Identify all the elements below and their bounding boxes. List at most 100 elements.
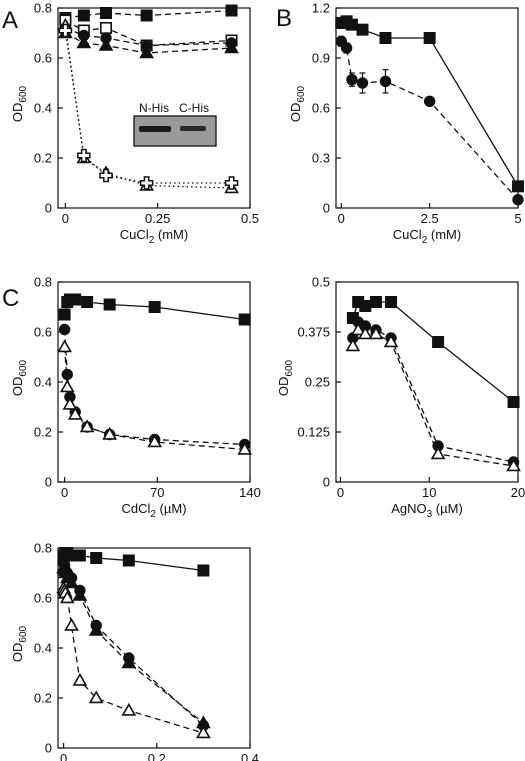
panel-C2: 0 10 20 0 0.125 0.25 0.375 0.5 AgNO3 (µM) OD600: [276, 275, 525, 521]
data-point: [432, 335, 445, 348]
x-axis-title-subscript: 3: [427, 509, 433, 520]
y-axis-title-subscript: 600: [18, 625, 29, 642]
x-tick-label: 140: [239, 485, 261, 500]
data-point: [237, 441, 253, 455]
y-axis-title: OD600: [276, 359, 295, 396]
data-point: [147, 434, 163, 448]
y-axis-title-subscript: 600: [284, 359, 295, 376]
y-tick-label: 0.5: [312, 275, 330, 290]
data-point: [122, 554, 135, 567]
series-0: [335, 15, 524, 193]
y-tick-label: 0.4: [34, 375, 52, 390]
data-point: [340, 42, 353, 54]
data-point: [511, 180, 524, 193]
data-point: [88, 690, 104, 704]
data-point: [430, 446, 446, 460]
x-tick-label: 0: [338, 211, 345, 226]
y-tick-label: 0.6: [34, 51, 52, 66]
data-point: [512, 193, 524, 206]
data-point: [506, 458, 521, 472]
data-point: [79, 419, 95, 433]
blot-lane-label: C-His: [179, 101, 209, 115]
panel-C3: 00.20.400.20.40.60.8ZnCl2 (mM)OD600: [10, 541, 259, 761]
data-point: [59, 590, 75, 604]
data-point: [346, 73, 358, 86]
x-tick-label: 10: [422, 485, 436, 500]
series-line: [340, 40, 519, 201]
y-axis-title: OD600: [10, 85, 29, 122]
panel-letter: B: [276, 5, 292, 32]
data-point: [58, 23, 73, 38]
y-axis-title-subscript: 600: [296, 85, 307, 102]
x-tick-label: 5: [514, 211, 521, 226]
data-point: [59, 379, 75, 393]
data-point: [196, 725, 211, 739]
y-tick-label: 0.375: [297, 325, 330, 340]
data-point: [121, 702, 137, 716]
panel-A: 0 0.25 0.5 0 0.2 0.4 0.6 0.8 CuCl2 (mM) OD600 A N-H…: [2, 1, 259, 247]
y-axis-title-text: OD: [10, 103, 25, 123]
data-point: [99, 168, 113, 183]
y-tick-label: 0.25: [305, 375, 330, 390]
data-point: [72, 672, 88, 686]
x-tick-label: 0.2: [148, 751, 166, 761]
y-tick-label: 0.3: [312, 151, 330, 166]
y-tick-label: 0.6: [34, 325, 52, 340]
data-point: [356, 23, 369, 36]
series-1: [57, 557, 210, 732]
y-tick-label: 0.4: [34, 101, 52, 116]
series-2: [345, 322, 521, 472]
y-axis-title: OD600: [10, 625, 29, 662]
x-tick-label: 0: [61, 485, 68, 500]
data-point: [369, 295, 382, 308]
x-axis-title-suffix: (µM): [432, 501, 463, 516]
inset-blot: N-His C-His: [133, 101, 217, 147]
y-tick-label: 0.125: [297, 425, 330, 440]
plot-frame: [57, 547, 251, 749]
data-point: [100, 7, 113, 19]
y-tick-label: 0.6: [312, 101, 330, 116]
data-point: [77, 148, 91, 163]
data-point: [148, 300, 161, 313]
x-axis-title-text: CdCl: [121, 501, 150, 516]
y-axis-title-text: OD: [10, 643, 25, 663]
data-point: [69, 293, 82, 306]
data-point: [356, 77, 369, 89]
y-tick-label: 0: [323, 201, 330, 216]
series-2: [57, 339, 253, 455]
data-point: [345, 18, 358, 31]
series-3: [56, 580, 211, 739]
x-tick-label: 70: [150, 485, 164, 500]
series-5: [58, 23, 239, 190]
data-point: [225, 4, 238, 17]
data-point: [81, 295, 94, 308]
x-axis-title-text: CuCl: [393, 227, 422, 242]
y-tick-label: 0.6: [34, 591, 52, 606]
data-point: [359, 299, 372, 312]
x-axis-title-suffix: (mM): [427, 227, 461, 242]
data-point: [58, 323, 71, 336]
x-tick-label: 2.5: [421, 211, 439, 226]
x-axis-title: CuCl2 (mM): [393, 227, 461, 246]
x-tick-label: 0.25: [145, 211, 170, 226]
data-point: [238, 313, 251, 326]
x-tick-label: 0: [60, 751, 67, 761]
x-tick-label: 0: [337, 485, 344, 500]
y-axis-title-subscript: 600: [18, 359, 29, 376]
series-line: [64, 30, 232, 184]
y-tick-label: 0.2: [34, 151, 52, 166]
data-point: [121, 655, 137, 669]
x-axis-title-text: AgNO: [391, 501, 426, 516]
data-point: [73, 549, 86, 562]
data-point: [58, 308, 71, 321]
data-point: [383, 334, 399, 348]
x-axis-title-subscript: 2: [150, 509, 156, 520]
x-axis-title-text: CuCl: [120, 227, 149, 242]
y-axis-title-text: OD: [10, 377, 25, 397]
data-point: [224, 40, 239, 54]
data-point: [379, 31, 392, 44]
y-axis-title-subscript: 600: [18, 85, 29, 102]
y-axis-title-text: OD: [276, 377, 291, 397]
data-point: [98, 37, 114, 51]
y-tick-label: 0: [323, 475, 330, 490]
